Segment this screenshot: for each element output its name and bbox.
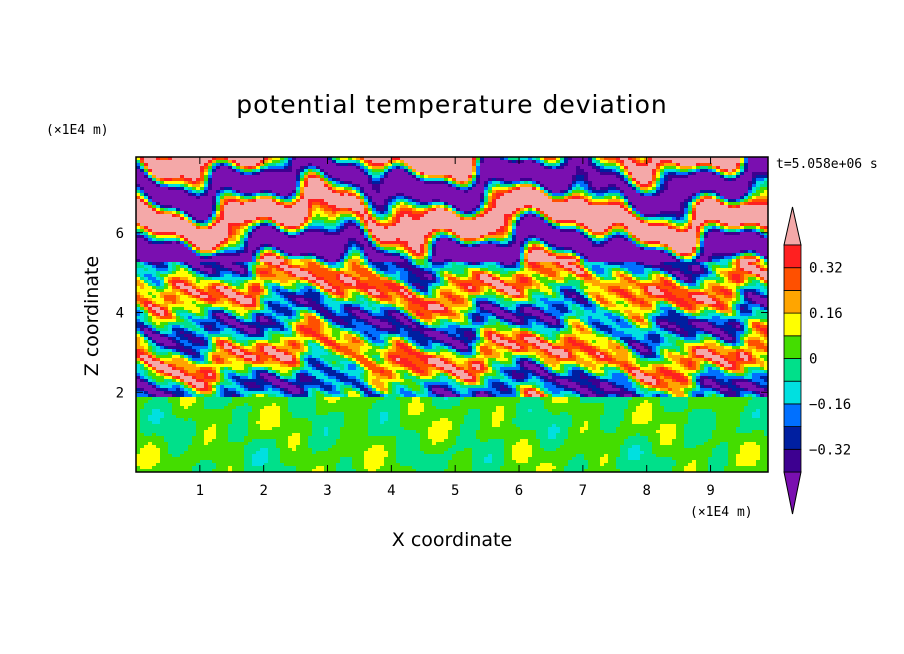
y-axis: 2 4 6 [116,226,768,401]
y-tick-label: 2 [116,385,124,401]
x-tick-label: 2 [259,483,267,499]
x-tick-label: 4 [387,483,395,499]
colorbar-over-triangle [783,206,802,246]
colorbar-band [783,380,802,405]
colorbar-under-triangle [783,471,802,515]
colorbar-band [783,358,802,382]
x-tick-label: 1 [196,483,204,499]
colorbar-tick-label: −0.32 [809,442,851,458]
plot-frame [135,156,769,473]
colorbar-tick-label: 0 [809,352,817,368]
colorbar-band [783,289,802,314]
x-axis: 1 2 3 4 5 6 7 8 9 [196,157,715,499]
colorbar-band [783,448,802,473]
x-tick-label: 5 [451,483,459,499]
colorbar-band [783,426,802,450]
y-units-label: (×1E4 m) [46,123,109,138]
y-tick-label: 4 [116,306,124,322]
x-tick-label: 9 [706,483,714,499]
time-label: t=5.058e+06 s [776,157,878,172]
colorbar-tick-label: −0.16 [809,397,851,413]
colorbar-tick-label: 0.32 [809,261,843,277]
x-axis-title: X coordinate [392,529,512,551]
x-tick-label: 8 [642,483,650,499]
colorbar-band [783,403,802,427]
contour-field [136,157,768,472]
x-tick-label: 7 [579,483,587,499]
x-tick-label: 3 [323,483,331,499]
colorbar-band [783,244,802,269]
colorbar-band [783,335,802,359]
x-tick-label: 6 [515,483,523,499]
colorbar-band [783,267,802,291]
y-tick-label: 6 [116,226,124,242]
colorbar: 0.32 0.16 0 −0.16 −0.32 [783,206,851,515]
x-units-label: (×1E4 m) [690,505,753,520]
colorbar-band [783,312,802,337]
y-axis-title: Z coordinate [81,256,103,376]
colorbar-tick-label: 0.16 [809,306,843,322]
chart-title: potential temperature deviation [236,90,667,119]
